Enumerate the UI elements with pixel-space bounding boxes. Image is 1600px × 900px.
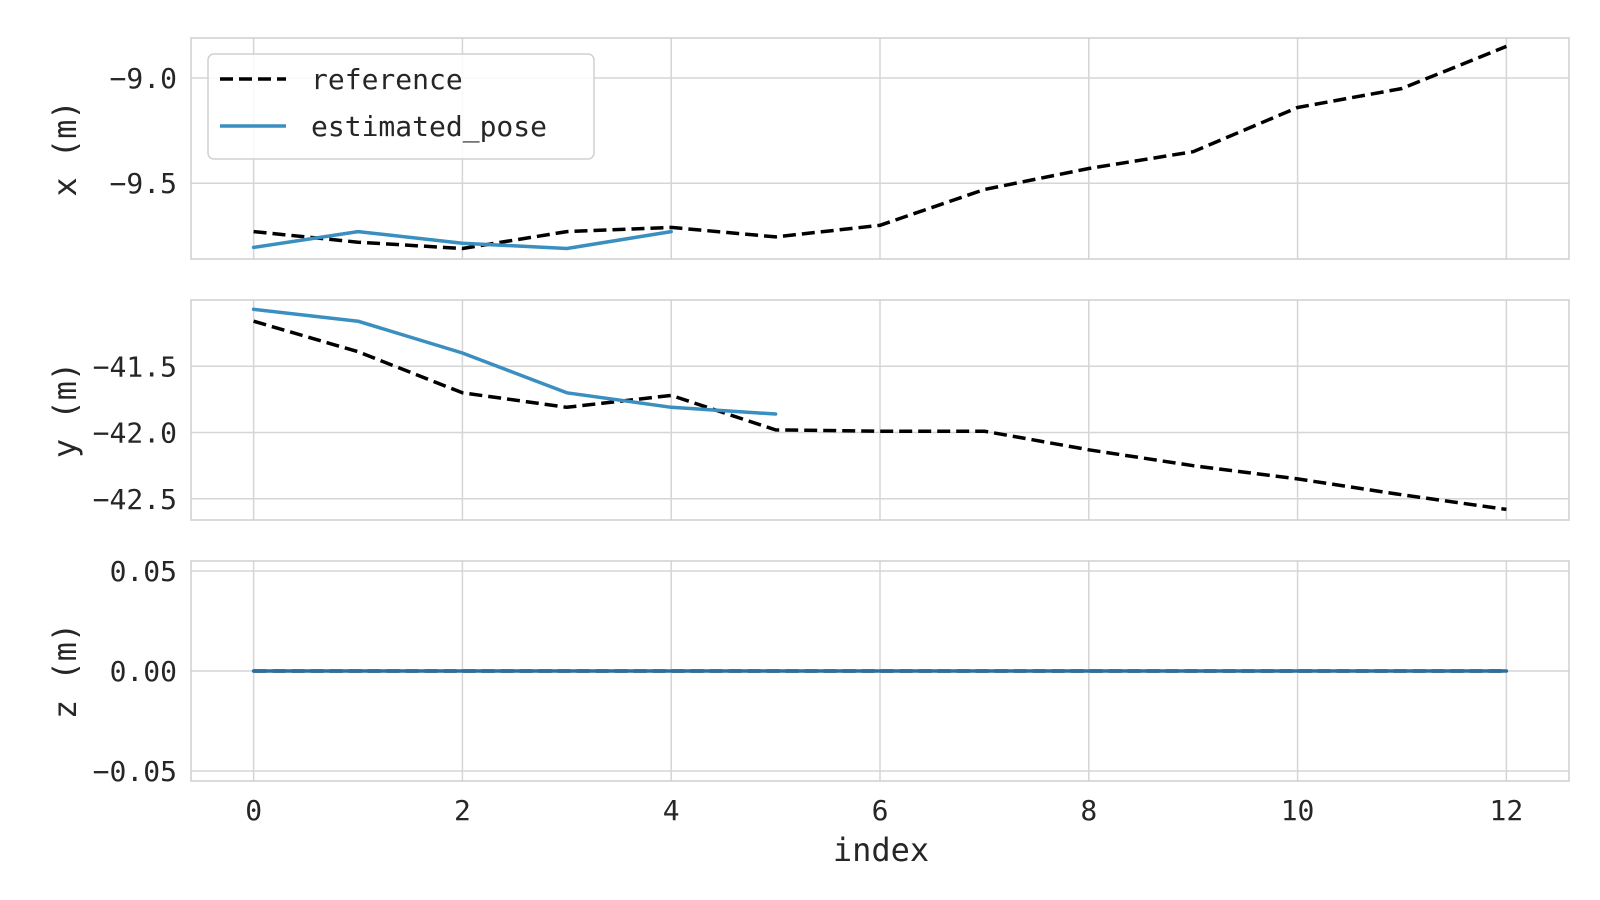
x-tick-label: 0	[245, 794, 262, 827]
series-line-reference	[253, 44, 1508, 251]
x-axis-label: index	[833, 831, 929, 869]
subplot-frame	[190, 37, 1570, 260]
series-line-estimated-pose	[251, 307, 778, 416]
legend-estimated-pose-label: estimated_pose	[311, 110, 547, 144]
y-tick-label: 0.05	[110, 555, 177, 588]
subplot-2: −41.5 −42.0 −42.5 y (m)	[46, 299, 1570, 521]
y-tick-label: −42.5	[93, 483, 177, 516]
subplot-3: 0.05 0.00 −0.05 z (m)	[46, 555, 1570, 788]
x-tick-label: 2	[454, 794, 471, 827]
legend: reference estimated_pose	[207, 53, 595, 160]
subplot-frame	[190, 560, 1570, 782]
y-tick-label: −41.5	[93, 350, 177, 383]
x-tick-label: 8	[1080, 794, 1097, 827]
x-tick-label: 6	[872, 794, 889, 827]
legend-reference-label: reference	[311, 63, 463, 96]
subplot-frame	[190, 299, 1570, 521]
series-line-reference	[253, 319, 1507, 512]
x-tick-label: 10	[1281, 794, 1315, 827]
legend-frame	[207, 53, 595, 160]
x-tick-label: 12	[1490, 794, 1524, 827]
y-tick-label: 0.00	[110, 655, 177, 688]
y-axis-label: z (m)	[46, 623, 84, 719]
x-tick-label: 4	[663, 794, 680, 827]
plot-layer: −9.0−9.5x (m)−41.5−42.0−42.5y (m)0.050.0…	[46, 37, 1570, 827]
y-axis-label: y (m)	[46, 362, 84, 458]
series-line-estimated-pose	[251, 229, 673, 251]
subplot-1: −9.0 −9.5 x (m)	[46, 37, 1570, 260]
y-axis-label: x (m)	[46, 100, 84, 196]
y-tick-label: −0.05	[93, 755, 177, 788]
y-tick-label: −42.0	[93, 417, 177, 450]
y-tick-label: −9.5	[110, 167, 177, 200]
y-tick-label: −9.0	[110, 62, 177, 95]
